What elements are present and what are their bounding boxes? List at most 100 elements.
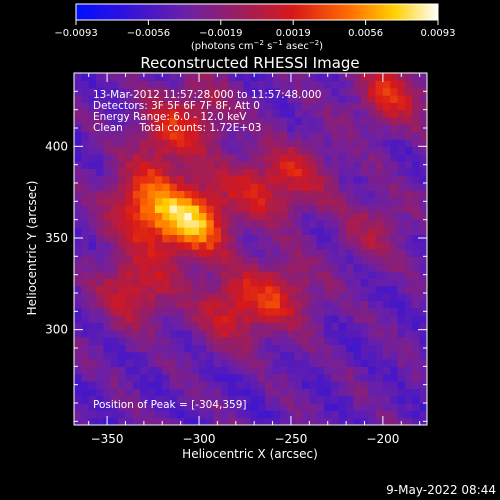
heatmap-cell (375, 285, 384, 294)
heatmap-cell (176, 403, 185, 411)
heatmap-cell (316, 278, 325, 287)
heatmap-cell (235, 87, 244, 96)
heatmap-cell (404, 278, 413, 287)
heatmap-cell (103, 227, 112, 235)
heatmap-cell (243, 73, 252, 81)
heatmap-cell (353, 197, 362, 206)
heatmap-cell (324, 102, 332, 111)
heatmap-cell (397, 168, 406, 177)
heatmap-cell (419, 241, 427, 250)
heatmap-cell (346, 175, 355, 184)
heatmap-cell (265, 139, 274, 147)
heatmap-cell (360, 300, 369, 309)
heatmap-cell (103, 175, 112, 184)
heatmap-cell (331, 80, 340, 89)
heatmap-cell (331, 256, 340, 265)
heatmap-cell (287, 153, 296, 162)
heatmap-cell (243, 388, 252, 397)
heatmap-cell (88, 227, 97, 235)
heatmap-cell (184, 293, 193, 301)
heatmap-cell (103, 219, 112, 228)
heatmap-cell (96, 73, 105, 81)
heatmap-cell (132, 197, 141, 206)
heatmap-cell (81, 80, 90, 89)
heatmap-cell (375, 161, 384, 169)
heatmap-cell (301, 87, 310, 96)
heatmap-cell (96, 109, 105, 118)
heatmap-cell (316, 271, 325, 279)
heatmap-cell (162, 249, 171, 257)
heatmap-cell (125, 102, 134, 111)
heatmap-cell (309, 271, 318, 279)
heatmap-cell (191, 366, 200, 375)
heatmap-cell (279, 410, 288, 419)
heatmap-cell (125, 263, 134, 272)
heatmap-cell (169, 227, 178, 235)
heatmap-cell (294, 271, 303, 279)
heatmap-cell (272, 381, 281, 389)
heatmap-cell (228, 73, 237, 81)
heatmap-cell (419, 322, 427, 331)
heatmap-cell (412, 168, 421, 177)
heatmap-cell (147, 388, 156, 397)
heatmap-cell (132, 190, 141, 199)
heatmap-cell (397, 315, 406, 323)
heatmap-cell (103, 131, 112, 140)
heatmap-cell (360, 168, 369, 177)
heatmap-cell (184, 227, 193, 235)
heatmap-cell (338, 73, 347, 81)
heatmap-cell (375, 102, 384, 111)
heatmap-cell (74, 300, 82, 309)
heatmap-cell (346, 131, 355, 140)
heatmap-cell (346, 300, 355, 309)
heatmap-cell (390, 344, 399, 353)
heatmap-cell (272, 359, 281, 367)
heatmap-cell (287, 329, 296, 338)
heatmap-cell (346, 227, 355, 235)
heatmap-cell (162, 183, 171, 191)
heatmap-cell (301, 190, 310, 199)
heatmap-cell (279, 197, 288, 206)
heatmap-cell (81, 139, 90, 147)
heatmap-cell (375, 219, 384, 228)
heatmap-cell (184, 359, 193, 367)
heatmap-cell (397, 87, 406, 96)
heatmap-cell (287, 344, 296, 353)
heatmap-cell (257, 227, 266, 235)
heatmap-cell (265, 329, 274, 338)
heatmap-cell (419, 80, 427, 89)
heatmap-cell (331, 351, 340, 360)
heatmap-cell (265, 293, 274, 301)
heatmap-cell (191, 139, 200, 147)
heatmap-cell (404, 153, 413, 162)
heatmap-cell (118, 153, 127, 162)
heatmap-cell (294, 410, 303, 419)
heatmap-cell (257, 73, 266, 81)
heatmap-cell (309, 395, 318, 404)
heatmap-cell (257, 124, 266, 133)
heatmap-cell (257, 241, 266, 250)
heatmap-cell (132, 241, 141, 250)
heatmap-cell (404, 227, 413, 235)
heatmap-cell (243, 322, 252, 331)
heatmap-cell (191, 285, 200, 294)
heatmap-cell (346, 153, 355, 162)
heatmap-cell (235, 359, 244, 367)
heatmap-cell (140, 278, 149, 287)
heatmap-cell (110, 278, 119, 287)
heatmap-cell (103, 373, 112, 382)
heatmap-cell (404, 271, 413, 279)
heatmap-cell (118, 190, 127, 199)
heatmap-cell (346, 234, 355, 243)
heatmap-cell (147, 117, 156, 125)
heatmap-cell (338, 131, 347, 140)
heatmap-cell (324, 307, 332, 316)
heatmap-cell (125, 300, 134, 309)
heatmap-cell (397, 241, 406, 250)
heatmap-cell (162, 256, 171, 265)
heatmap-cell (287, 175, 296, 184)
heatmap-cell (213, 227, 222, 235)
heatmap-cell (279, 139, 288, 147)
heatmap-cell (228, 102, 237, 111)
